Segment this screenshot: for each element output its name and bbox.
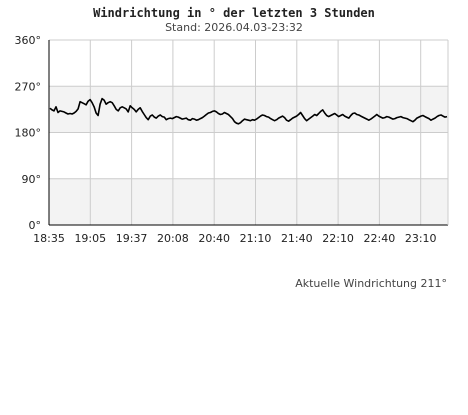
x-tick-label-0: 18:35 [33, 232, 65, 245]
x-tick-label-2: 19:37 [116, 232, 148, 245]
y-tick-label-4: 360° [15, 34, 42, 47]
y-tick-label-3: 270° [15, 80, 42, 93]
chart-title: Windrichtung in ° der letzten 3 Stunden [93, 6, 375, 20]
y-tick-label-2: 180° [15, 127, 42, 140]
x-tick-label-9: 23:10 [405, 232, 437, 245]
y-tick-label-0: 0° [29, 219, 42, 232]
y-tick-label-1: 90° [22, 173, 42, 186]
x-tick-label-6: 21:40 [281, 232, 313, 245]
x-tick-label-3: 20:08 [157, 232, 189, 245]
x-tick-label-5: 21:10 [240, 232, 272, 245]
band-1 [49, 178, 448, 225]
current-wind-direction: Aktuelle Windrichtung 211° [295, 277, 447, 290]
band-0 [49, 86, 448, 133]
x-tick-label-7: 22:10 [322, 232, 354, 245]
x-tick-label-4: 20:40 [198, 232, 230, 245]
chart-subtitle: Stand: 2026.04.03-23:32 [165, 21, 303, 34]
series-line-0 [49, 97, 448, 125]
x-tick-label-1: 19:05 [74, 232, 106, 245]
x-tick-label-8: 22:40 [364, 232, 396, 245]
